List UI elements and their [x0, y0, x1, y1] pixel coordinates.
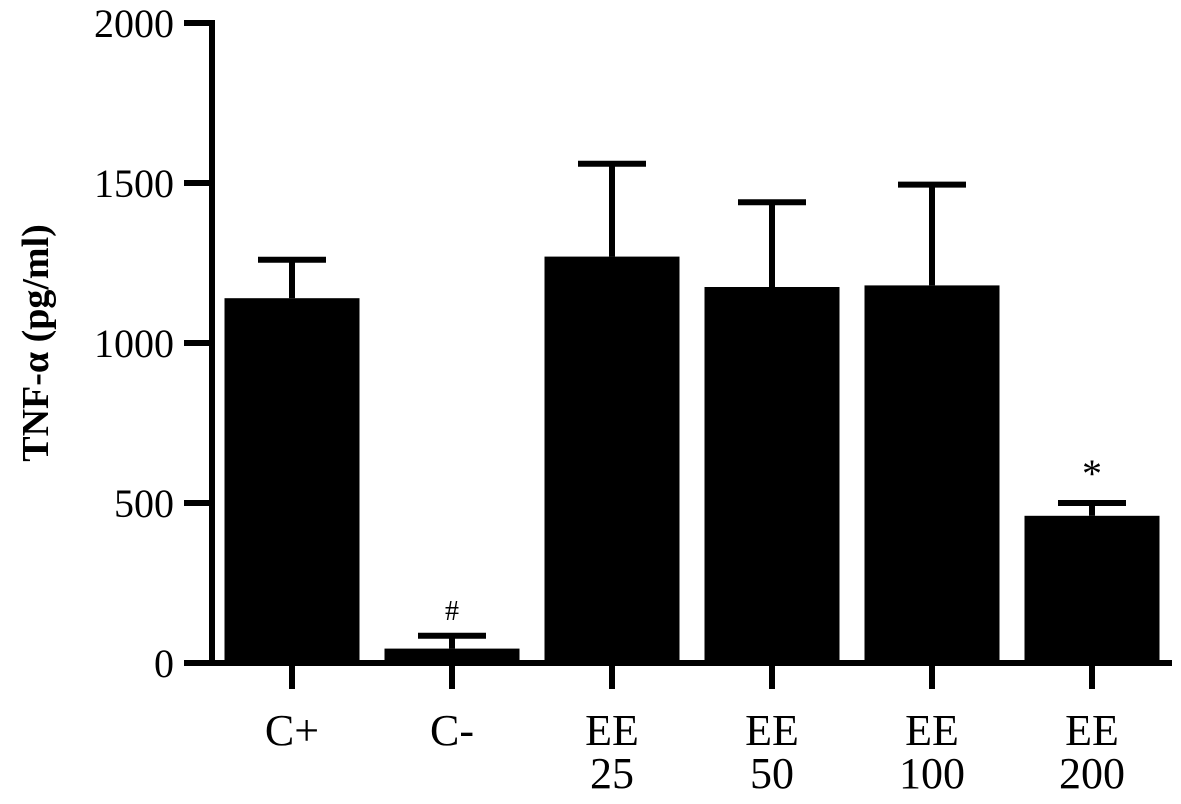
bar-5 [1024, 515, 1160, 663]
x-tick-label-2-1: 25 [590, 749, 634, 798]
x-tick-label-5-1: 200 [1059, 749, 1125, 798]
x-tick-label-5-0: EE [1065, 706, 1119, 755]
y-axis-label: TNF-α (pg/ml) [15, 224, 57, 462]
bars-layer [224, 256, 1160, 663]
x-tick-label-4-1: 100 [899, 749, 965, 798]
bar-0 [224, 298, 360, 663]
x-tick-label-3-0: EE [745, 706, 799, 755]
annotation-5: * [1082, 451, 1102, 496]
y-tick-label-2: 1000 [94, 321, 174, 366]
axes-layer [184, 20, 1172, 689]
bar-4 [864, 285, 1000, 663]
y-tick-label-1: 500 [114, 481, 174, 526]
bar-1 [384, 648, 520, 663]
x-tick-label-2-0: EE [585, 706, 639, 755]
x-tick-label-4-0: EE [905, 706, 959, 755]
error-bars-layer [258, 160, 1126, 649]
y-tick-label-4: 2000 [94, 1, 174, 46]
y-tick-label-0: 0 [154, 641, 174, 686]
annotation-1: # [445, 596, 459, 627]
x-tick-label-3-1: 50 [750, 749, 794, 798]
x-tick-label-1-0: C- [430, 706, 474, 755]
x-tick-label-0-0: C+ [265, 706, 319, 755]
bar-3 [704, 287, 840, 663]
bar-2 [544, 256, 680, 663]
y-tick-label-3: 1500 [94, 161, 174, 206]
